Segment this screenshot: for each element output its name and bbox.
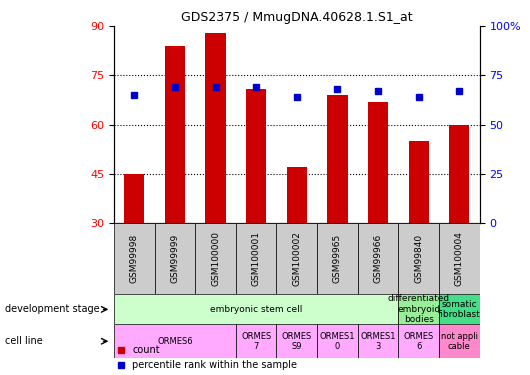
Bar — [124, 174, 144, 223]
Text: percentile rank within the sample: percentile rank within the sample — [132, 360, 297, 370]
Bar — [114, 223, 155, 294]
Text: development stage: development stage — [5, 304, 100, 314]
Bar — [439, 294, 480, 324]
Bar — [277, 223, 317, 294]
Bar — [277, 324, 317, 358]
Bar — [327, 95, 348, 223]
Text: differentiated
embryoid
bodies: differentiated embryoid bodies — [387, 294, 450, 324]
Bar — [368, 102, 388, 223]
Bar — [206, 33, 226, 223]
Text: GSM100004: GSM100004 — [455, 231, 464, 286]
Bar — [439, 223, 480, 294]
Text: GSM100000: GSM100000 — [211, 231, 220, 286]
Bar — [409, 141, 429, 223]
Text: ORMES1
3: ORMES1 3 — [360, 332, 396, 351]
Bar — [399, 324, 439, 358]
Text: cell line: cell line — [5, 336, 43, 346]
Text: GSM99998: GSM99998 — [130, 234, 139, 284]
Text: not appli
cable: not appli cable — [441, 332, 478, 351]
Bar — [317, 324, 358, 358]
Text: ORMES6: ORMES6 — [157, 337, 193, 346]
Bar — [399, 294, 439, 324]
Text: embryonic stem cell: embryonic stem cell — [210, 305, 302, 314]
Bar — [358, 324, 399, 358]
Bar — [439, 324, 480, 358]
Text: GSM100002: GSM100002 — [293, 231, 301, 286]
Bar — [165, 46, 185, 223]
Bar — [317, 223, 358, 294]
Bar — [236, 324, 277, 358]
Bar — [236, 223, 277, 294]
Text: count: count — [132, 345, 160, 355]
Text: ORMES
6: ORMES 6 — [403, 332, 434, 351]
Text: somatic
fibroblast: somatic fibroblast — [438, 300, 481, 319]
Title: GDS2375 / MmugDNA.40628.1.S1_at: GDS2375 / MmugDNA.40628.1.S1_at — [181, 11, 413, 24]
Bar — [399, 223, 439, 294]
Bar — [114, 324, 236, 358]
Text: ORMES
S9: ORMES S9 — [281, 332, 312, 351]
Text: GSM99965: GSM99965 — [333, 234, 342, 284]
Bar — [114, 294, 399, 324]
Text: GSM100001: GSM100001 — [252, 231, 261, 286]
Text: GSM99999: GSM99999 — [171, 234, 179, 284]
Text: ORMES
7: ORMES 7 — [241, 332, 271, 351]
Bar — [155, 223, 195, 294]
Bar — [195, 223, 236, 294]
Bar — [449, 124, 470, 223]
Bar — [246, 88, 266, 223]
Text: GSM99840: GSM99840 — [414, 234, 423, 284]
Text: ORMES1
0: ORMES1 0 — [320, 332, 355, 351]
Bar — [358, 223, 399, 294]
Text: GSM99966: GSM99966 — [374, 234, 383, 284]
Bar — [287, 167, 307, 223]
